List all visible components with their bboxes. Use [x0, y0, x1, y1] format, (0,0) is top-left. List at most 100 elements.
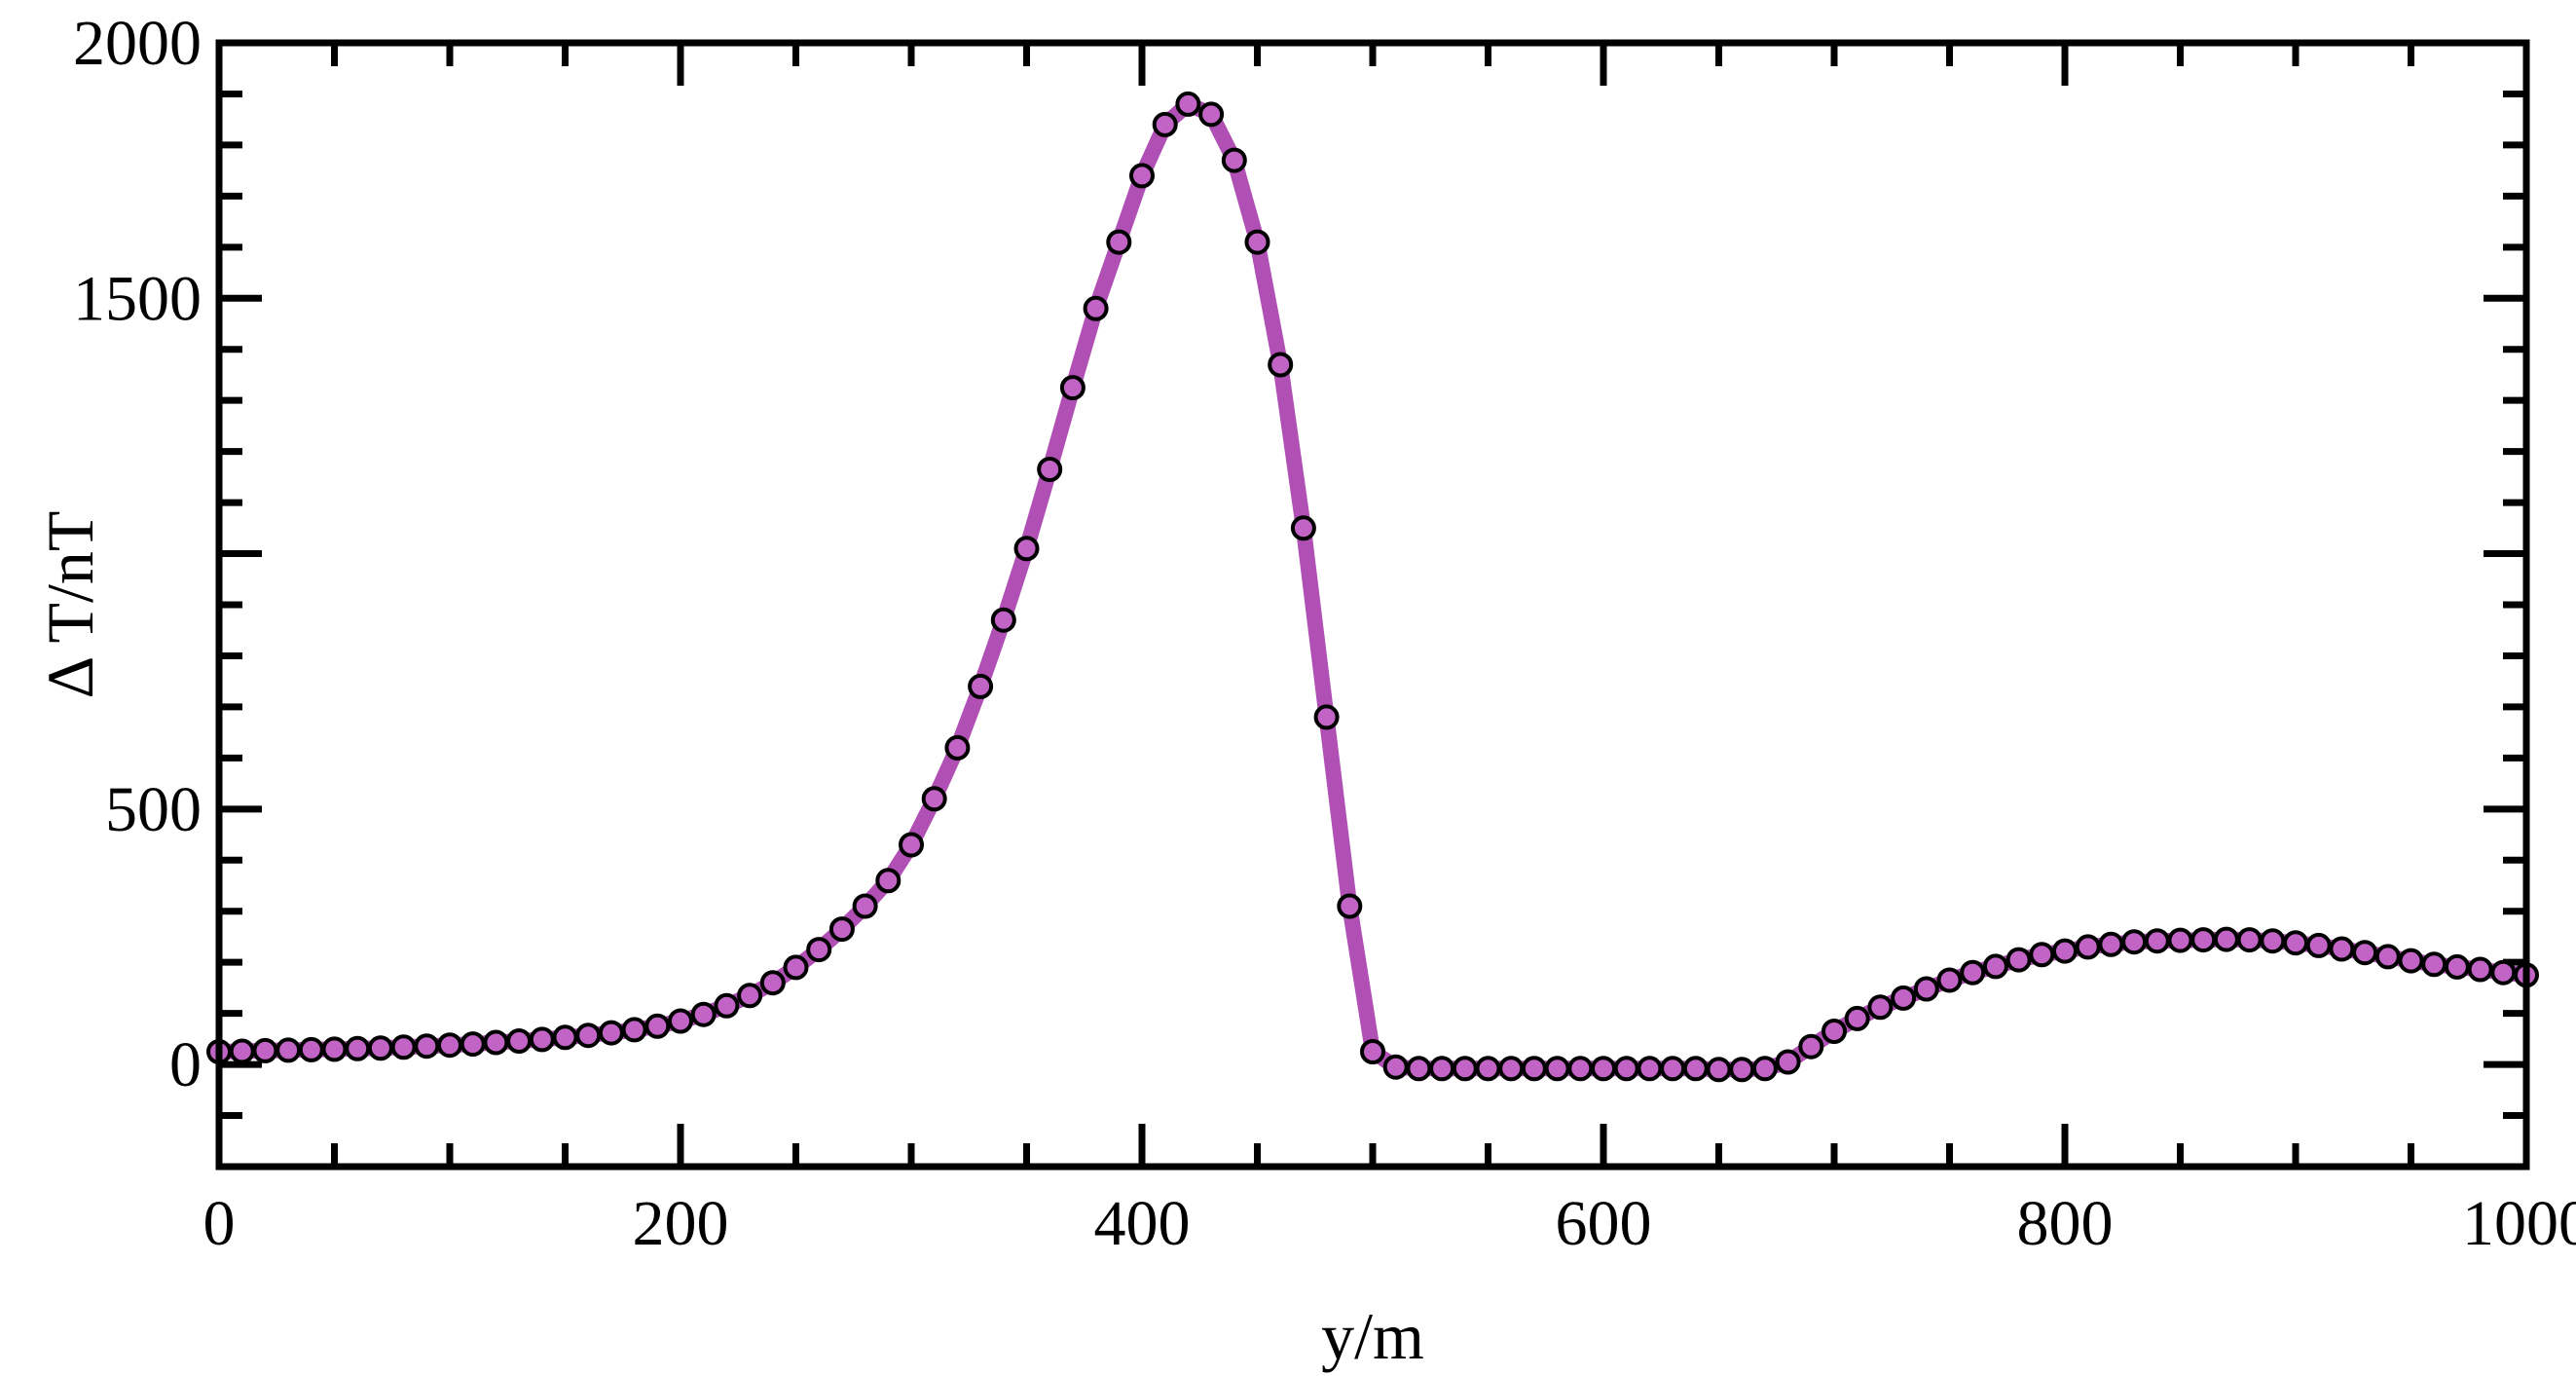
data-point	[437, 1032, 462, 1059]
data-point	[1751, 1056, 1778, 1082]
data-point	[1822, 1019, 1847, 1044]
data-point	[460, 1031, 486, 1058]
data-point	[1660, 1056, 1686, 1082]
data-point	[1867, 994, 1894, 1021]
data-point	[1360, 1039, 1385, 1064]
data-point	[252, 1037, 278, 1063]
data-point	[2098, 931, 2124, 957]
data-point	[899, 832, 924, 858]
data-point	[2260, 928, 2286, 954]
data-point	[714, 992, 740, 1019]
data-point	[2490, 959, 2517, 986]
data-point	[529, 1026, 555, 1053]
data-point	[921, 786, 947, 812]
data-point	[2283, 930, 2308, 956]
data-point	[1682, 1056, 1709, 1082]
data-point	[2075, 934, 2101, 960]
data-point	[668, 1008, 693, 1034]
data-point	[598, 1020, 624, 1046]
data-point	[298, 1036, 324, 1062]
data-point	[2006, 947, 2032, 973]
data-point	[1521, 1056, 1547, 1082]
x-tick-label: 800	[2017, 1188, 2114, 1259]
y-tick-label: 500	[105, 774, 202, 845]
data-point	[1729, 1057, 1755, 1083]
data-point	[1452, 1056, 1478, 1082]
data-point	[783, 954, 809, 981]
series-line-layer	[211, 95, 2534, 1078]
data-point	[2352, 940, 2378, 966]
series-line	[211, 95, 2534, 1078]
data-point	[575, 1023, 602, 1049]
data-point	[759, 970, 786, 996]
data-point	[1268, 352, 1294, 378]
data-point	[828, 916, 855, 943]
data-point	[1175, 91, 1201, 117]
data-point	[345, 1035, 371, 1061]
data-point	[1221, 147, 1247, 173]
data-point	[2236, 927, 2263, 953]
data-point	[2444, 953, 2470, 980]
data-point	[1475, 1056, 1501, 1082]
axis-ticks	[215, 39, 2530, 1171]
data-point	[552, 1024, 578, 1051]
data-point	[2190, 927, 2217, 953]
x-tick-labels: 0 200 400 600 800 1000	[203, 1188, 2576, 1259]
y-tick-labels: 0 500 1500 2000	[73, 8, 202, 1100]
data-point	[1798, 1033, 1824, 1060]
data-point	[2213, 926, 2239, 952]
data-point	[276, 1037, 302, 1063]
data-point	[1198, 101, 1225, 128]
data-point	[1129, 163, 1155, 189]
data-point	[390, 1034, 417, 1060]
data-point	[506, 1028, 533, 1054]
data-point	[806, 937, 832, 963]
x-tick-label: 1000	[2462, 1188, 2576, 1259]
data-point	[2029, 942, 2055, 968]
data-point	[2305, 932, 2332, 958]
data-point	[1083, 295, 1109, 321]
data-point	[1244, 229, 1270, 255]
x-tick-label: 400	[1094, 1188, 1191, 1259]
data-point	[1844, 1005, 1870, 1031]
data-point	[1498, 1056, 1525, 1082]
data-point	[1591, 1056, 1616, 1082]
data-point	[1406, 1056, 1432, 1082]
data-point	[852, 893, 878, 919]
data-point	[1429, 1056, 1455, 1082]
series-markers-layer	[206, 91, 2539, 1083]
data-point	[1567, 1056, 1594, 1082]
data-point	[2121, 929, 2148, 955]
data-point	[229, 1038, 255, 1064]
data-point	[367, 1035, 393, 1061]
data-point	[2144, 928, 2170, 954]
data-point	[621, 1017, 647, 1043]
data-point	[968, 673, 994, 699]
plot-frame	[215, 39, 2530, 1171]
data-point	[2421, 951, 2447, 978]
data-point	[1337, 893, 1363, 919]
data-point	[944, 734, 971, 761]
data-point	[1960, 959, 1986, 986]
data-point	[2052, 938, 2078, 964]
data-point	[2374, 944, 2401, 970]
data-point	[690, 1001, 717, 1027]
data-point	[1637, 1056, 1663, 1082]
data-point	[1037, 457, 1063, 482]
data-point	[1913, 976, 1939, 1002]
data-point	[1313, 704, 1340, 730]
data-point	[2167, 927, 2193, 953]
data-point	[2467, 956, 2493, 983]
data-point	[1936, 967, 1963, 993]
data-point	[1544, 1056, 1570, 1082]
x-axis-title: y/m	[1321, 1299, 1424, 1373]
x-tick-label: 200	[633, 1188, 729, 1259]
y-tick-label: 0	[169, 1029, 202, 1100]
data-point	[737, 983, 763, 1009]
data-point	[1059, 375, 1086, 401]
x-tick-label: 0	[203, 1188, 236, 1259]
data-point	[1982, 953, 2008, 980]
data-point	[414, 1033, 440, 1060]
data-point	[1152, 111, 1178, 137]
